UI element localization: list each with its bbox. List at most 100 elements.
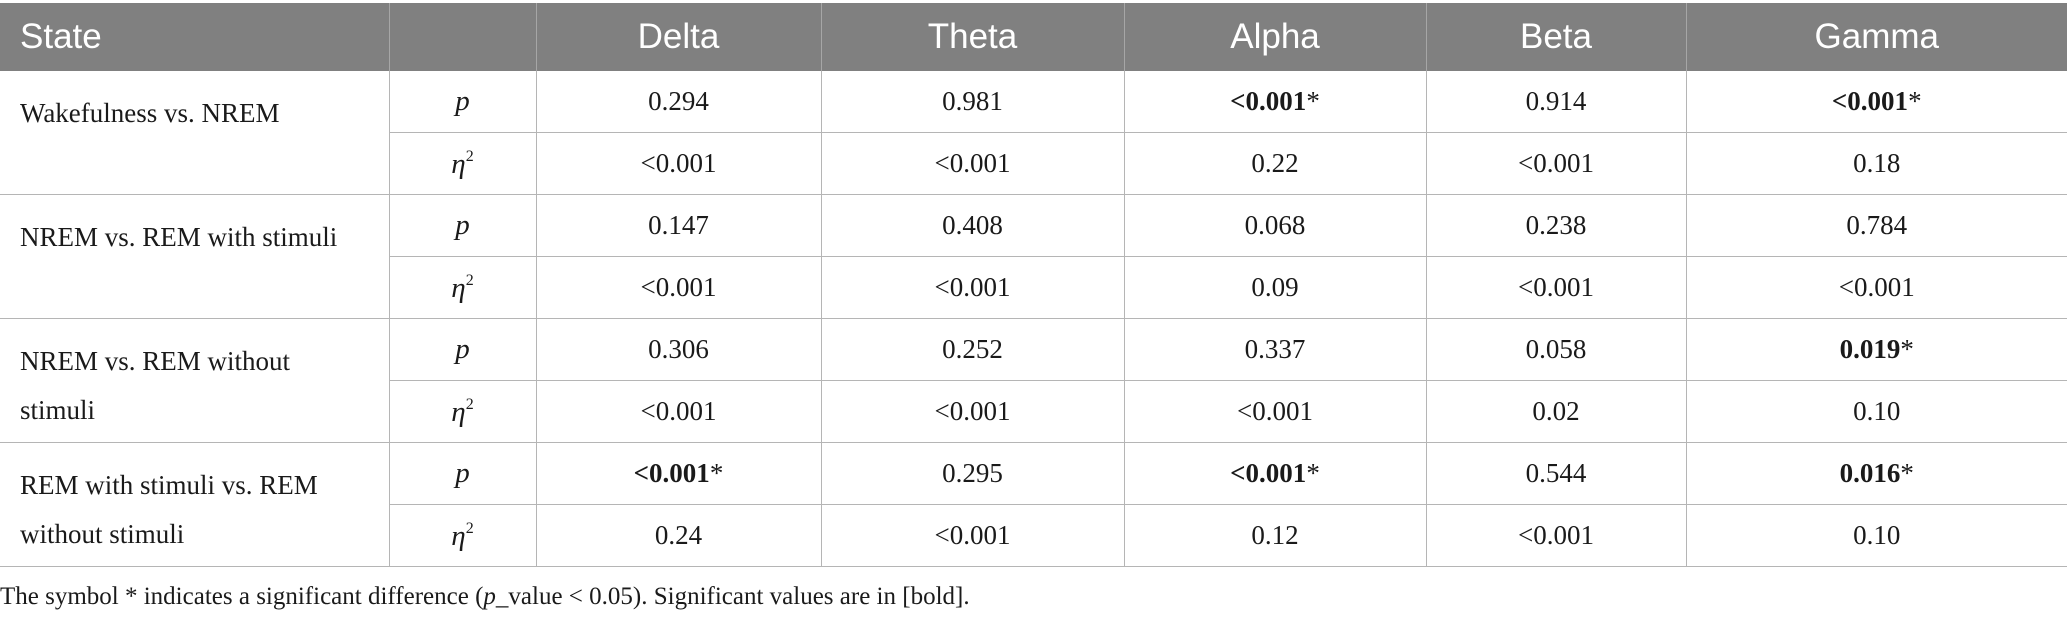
cell-value: <0.001 (640, 272, 717, 302)
cell-value: 0.24 (654, 520, 703, 550)
significance-marker: * (1306, 458, 1320, 488)
cell-value: 0.306 (648, 334, 709, 364)
cell-value: 0.544 (1525, 458, 1587, 488)
cell-gamma: 0.18 (1686, 132, 2067, 195)
table-row: η2 <0.001 <0.001 <0.001 0.02 0.10 (0, 380, 2067, 443)
table-row: η2 <0.001 <0.001 0.09 <0.001 <0.001 (0, 256, 2067, 319)
cell-alpha: <0.001* (1124, 71, 1427, 133)
statistic-superscript: 2 (465, 395, 474, 413)
footnote-italic-p: p (483, 583, 496, 610)
results-table: State Delta Theta Alpha Beta Gamma Wakef… (0, 3, 2067, 567)
cell-delta: <0.001 (536, 380, 822, 443)
cell-beta: 0.914 (1426, 71, 1687, 133)
column-header-theta: Theta (821, 3, 1125, 71)
cell-value: <0.001 (1838, 272, 1915, 302)
cell-value: <0.001 (633, 458, 710, 488)
cell-beta: 0.058 (1426, 318, 1687, 381)
cell-delta: 0.306 (536, 318, 822, 381)
cell-theta: 0.981 (821, 71, 1125, 133)
statistic-symbol: η (451, 147, 466, 180)
cell-value: 0.22 (1251, 148, 1299, 178)
cell-delta: <0.001* (536, 442, 822, 505)
cell-alpha: 0.22 (1124, 132, 1427, 195)
statistic-superscript: 2 (465, 519, 474, 537)
cell-value: 0.016 (1839, 458, 1901, 488)
significance-marker: * (1900, 458, 1914, 488)
significance-marker: * (1900, 334, 1914, 364)
cell-theta: 0.252 (821, 318, 1125, 381)
cell-delta: <0.001 (536, 132, 822, 195)
table-row: Wakefulness vs. NREM p 0.294 0.981 <0.001* 0.… (0, 71, 2067, 195)
cell-value: <0.001 (1237, 396, 1313, 426)
statistic-label: p (389, 318, 537, 381)
cell-alpha: 0.068 (1124, 194, 1427, 257)
statistic-label: η2 (389, 256, 537, 319)
state-comparison-label: Wakefulness vs. NREM (0, 71, 390, 195)
cell-value: 0.02 (1532, 396, 1580, 426)
statistic-superscript: 2 (465, 271, 474, 289)
column-header-state: State (0, 3, 390, 71)
cell-value: 0.068 (1244, 210, 1306, 240)
cell-theta: 0.408 (821, 194, 1125, 257)
cell-value: 0.238 (1525, 210, 1587, 240)
statistic-label: η2 (389, 132, 537, 195)
cell-value: <0.001 (934, 148, 1011, 178)
cell-gamma: <0.001* (1686, 71, 2067, 133)
cell-value: 0.408 (942, 210, 1003, 240)
header-row: State Delta Theta Alpha Beta Gamma (0, 3, 2067, 71)
table-body: Wakefulness vs. NREM p 0.294 0.981 <0.001* 0.… (0, 71, 2067, 567)
statistic-symbol: p (455, 457, 470, 489)
statistic-superscript: 2 (465, 147, 474, 165)
cell-beta: 0.544 (1426, 442, 1687, 505)
table-row: NREM vs. REM with stimuli p 0.147 0.408 0.06… (0, 194, 2067, 319)
cell-value: 0.019 (1839, 334, 1901, 364)
state-comparison-label: NREM vs. REM with stimuli (0, 194, 390, 319)
cell-value: <0.001 (1230, 458, 1307, 488)
cell-theta: <0.001 (821, 504, 1125, 567)
cell-value: <0.001 (640, 396, 717, 426)
statistic-symbol: η (451, 519, 466, 552)
cell-theta: <0.001 (821, 256, 1125, 319)
table-row: REM with stimuli vs. REM without stimuli… (0, 442, 2067, 567)
statistic-symbol: p (455, 85, 470, 117)
cell-value: 0.981 (942, 86, 1003, 116)
state-comparison-label: NREM vs. REM without stimuli (0, 318, 390, 443)
cell-value: <0.001 (1518, 272, 1594, 302)
cell-value: 0.09 (1251, 272, 1299, 302)
significance-marker: * (1306, 86, 1320, 116)
statistic-symbol: p (455, 209, 470, 241)
table-row: NREM vs. REM without stimuli p 0.306 0.252 0… (0, 318, 2067, 443)
cell-beta: <0.001 (1426, 256, 1687, 319)
cell-delta: <0.001 (536, 256, 822, 319)
column-header-beta: Beta (1426, 3, 1687, 71)
cell-delta: 0.294 (536, 71, 822, 133)
cell-value: 0.18 (1853, 148, 1901, 178)
statistic-symbol: η (451, 395, 466, 428)
cell-value: <0.001 (934, 272, 1011, 302)
cell-value: <0.001 (1518, 148, 1594, 178)
column-header-stat (389, 3, 537, 71)
cell-gamma: 0.019* (1686, 318, 2067, 381)
cell-delta: 0.147 (536, 194, 822, 257)
footnote-text-start: The symbol * indicates a significant dif… (0, 583, 484, 610)
cell-value: 0.914 (1525, 86, 1587, 116)
cell-value: <0.001 (1518, 520, 1594, 550)
cell-gamma: <0.001 (1686, 256, 2067, 319)
cell-alpha: 0.12 (1124, 504, 1427, 567)
statistic-label: p (389, 442, 537, 505)
cell-value: 0.058 (1525, 334, 1587, 364)
cell-alpha: 0.09 (1124, 256, 1427, 319)
cell-beta: 0.238 (1426, 194, 1687, 257)
cell-theta: <0.001 (821, 380, 1125, 443)
cell-value: 0.294 (648, 86, 709, 116)
statistic-symbol: η (451, 271, 466, 304)
cell-value: 0.784 (1846, 210, 1908, 240)
cell-alpha: <0.001 (1124, 380, 1427, 443)
cell-gamma: 0.10 (1686, 504, 2067, 567)
cell-value: 0.252 (942, 334, 1003, 364)
column-header-delta: Delta (536, 3, 822, 71)
cell-value: 0.12 (1251, 520, 1299, 550)
statistic-symbol: p (455, 333, 470, 365)
column-header-alpha: Alpha (1124, 3, 1427, 71)
table-footnote: The symbol * indicates a significant dif… (0, 583, 970, 611)
